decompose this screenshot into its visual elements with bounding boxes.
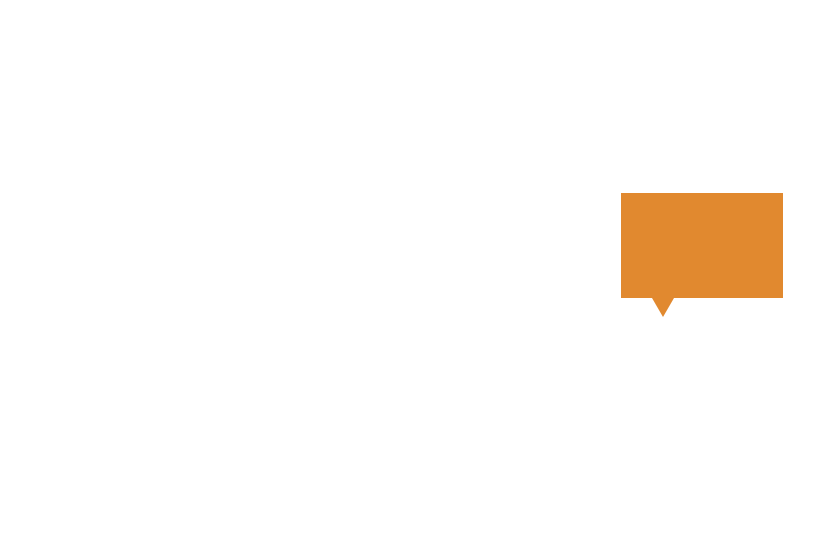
legend-marker-blue-icon xyxy=(343,524,377,534)
annotation-pointer-icon xyxy=(652,298,674,317)
legend-item-used-contracts[interactable] xyxy=(448,524,495,534)
chart-legend xyxy=(0,517,838,541)
legend-marker-orange-icon xyxy=(448,524,482,534)
annotation-callout xyxy=(621,193,783,317)
legend-item-new-supply[interactable] xyxy=(343,524,390,534)
